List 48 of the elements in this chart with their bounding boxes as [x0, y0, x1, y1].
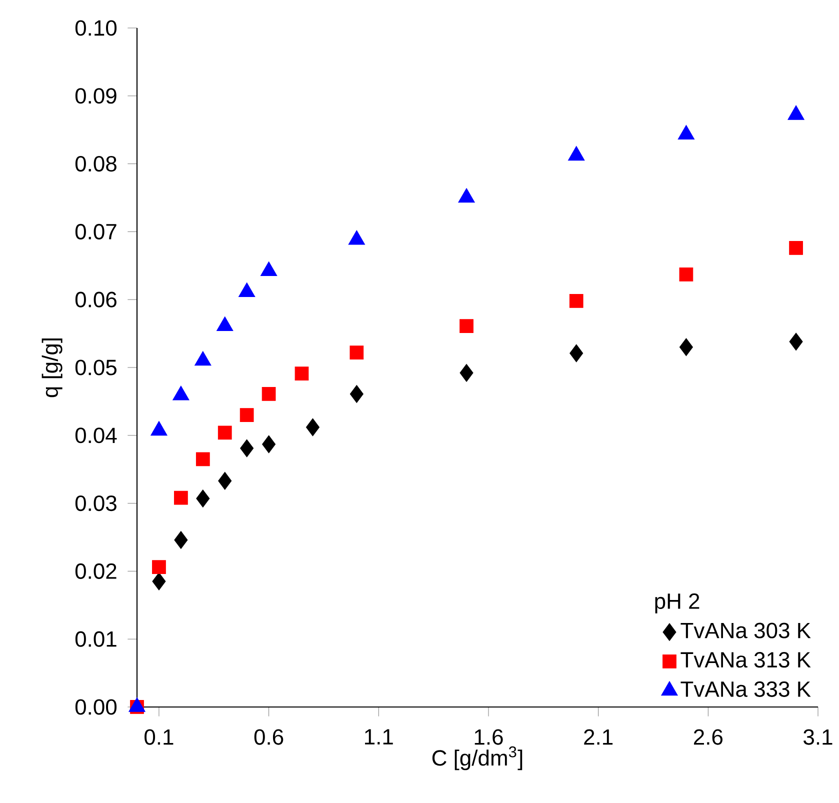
y-tick-label: 0.07 — [75, 224, 116, 240]
legend-title: pH 2 — [655, 593, 700, 614]
point — [306, 418, 320, 436]
legend-label: TvANa 333 K — [680, 681, 811, 697]
point — [262, 435, 276, 454]
y-tick-label: 0.08 — [75, 156, 116, 172]
y-tick-label: 0.02 — [75, 563, 116, 579]
point — [569, 294, 584, 308]
x-tick-label: 1.1 — [365, 729, 393, 744]
point — [240, 439, 254, 458]
y-tick-label: 0.10 — [75, 20, 117, 36]
point — [789, 332, 803, 351]
point — [350, 385, 364, 403]
point — [262, 387, 276, 401]
legend-label: TvANa 303 K — [680, 622, 811, 638]
point — [460, 364, 474, 382]
point — [679, 268, 694, 282]
point — [196, 490, 210, 508]
point — [679, 338, 693, 356]
x-tick-label: 2.1 — [584, 729, 613, 745]
x-tick-label: 2.6 — [694, 729, 722, 745]
x-axis-title: C [g/dm$^{3}$] — [432, 746, 522, 770]
point — [294, 366, 309, 381]
point — [460, 319, 474, 334]
point — [218, 472, 232, 490]
point — [152, 560, 166, 574]
point — [196, 452, 210, 466]
point — [174, 490, 188, 505]
point — [789, 241, 803, 255]
y-axis-title: q [g/g] — [42, 338, 62, 398]
y-tick-label: 0.06 — [75, 292, 116, 308]
y-tick-label: 0.04 — [75, 428, 117, 444]
y-tick-label: 0.05 — [75, 360, 116, 376]
point — [240, 408, 254, 422]
y-tick-label: 0.00 — [75, 699, 117, 715]
x-tick-label: 1.6 — [474, 729, 503, 745]
legend-label: TvANa 313 K — [680, 652, 811, 668]
point — [218, 426, 232, 440]
y-tick-label: 0.03 — [75, 495, 116, 512]
y-tick-label: 0.01 — [75, 631, 116, 647]
point — [350, 346, 364, 360]
x-tick-label: 3.1 — [804, 729, 832, 745]
point — [174, 531, 188, 549]
point — [152, 572, 166, 590]
y-tick-label: 0.09 — [75, 88, 116, 104]
x-tick-label: 0.1 — [144, 729, 174, 745]
x-tick-label: 0.6 — [254, 729, 284, 745]
point — [570, 344, 584, 362]
